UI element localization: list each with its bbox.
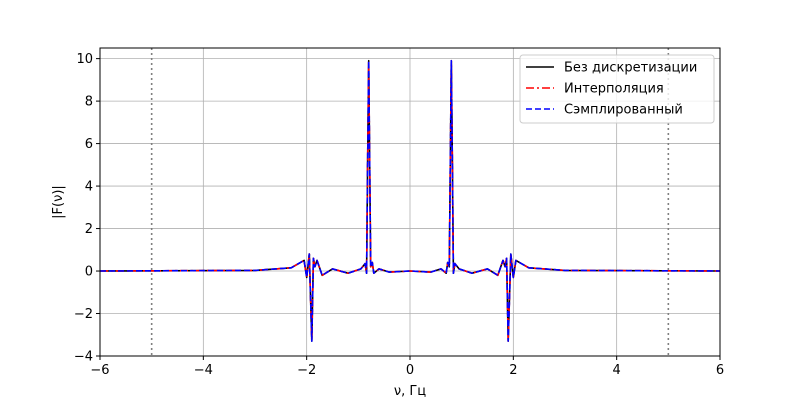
y-tick-label: 0	[85, 265, 93, 280]
x-tick-label: 0	[406, 363, 414, 378]
x-tick-label: −6	[90, 363, 109, 378]
series-lines	[99, 59, 721, 342]
y-tick-label: 8	[85, 95, 93, 110]
y-tick-label: 2	[85, 222, 93, 237]
y-tick-label: 4	[85, 180, 93, 195]
legend: Без дискретизации Интерполяция Сэмплирован…	[519, 54, 715, 124]
x-tick-label: −2	[297, 363, 316, 378]
x-tick-label: −4	[194, 363, 213, 378]
x-tick-label: 4	[613, 363, 621, 378]
y-tick-label: 6	[85, 137, 93, 152]
x-axis-label: ν, Гц	[394, 384, 426, 399]
x-tick-label: 6	[716, 363, 724, 378]
y-axis-label: |F(ν)|	[51, 185, 66, 219]
y-tick-label: 10	[76, 52, 93, 67]
legend-label-2: Интерполяция	[564, 82, 664, 97]
series-line-3	[99, 59, 721, 342]
legend-label-1: Без дискретизации	[564, 61, 697, 76]
legend-label-3: Сэмплированный	[564, 103, 683, 118]
x-tick-label: 2	[509, 363, 517, 378]
y-tick-label: −2	[74, 307, 93, 322]
y-tick-label: −4	[74, 350, 93, 365]
legend-box	[519, 54, 715, 124]
